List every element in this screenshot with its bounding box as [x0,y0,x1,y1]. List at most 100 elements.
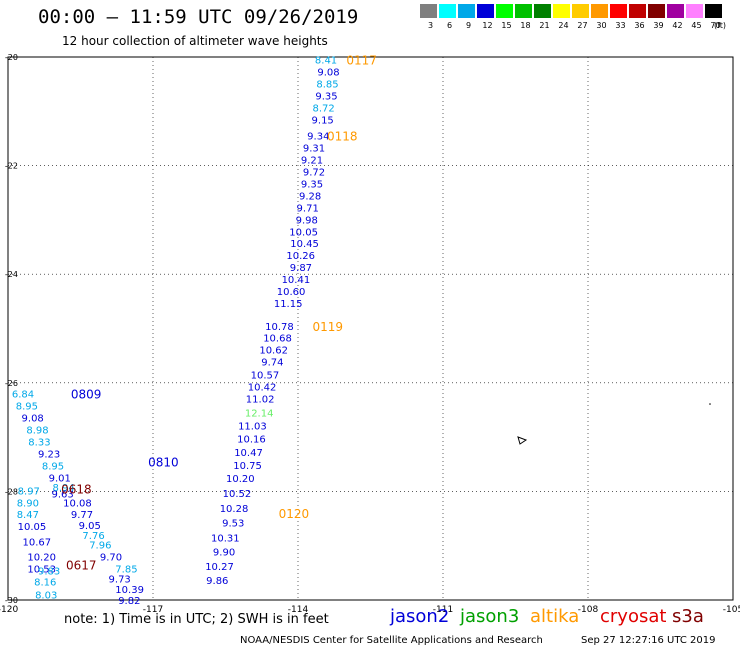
wave-height-value: 11.02 [246,395,275,406]
legend-label-9: 9 [465,21,472,30]
wave-height-value: 6.84 [12,390,34,401]
wave-height-value: 10.20 [226,474,255,485]
wave-height-value: 9.71 [297,203,319,214]
wave-height-value: 8.95 [42,461,64,472]
longitude-tick-label: -114 [288,605,309,615]
satellite-legend-jason2: jason2 [390,606,450,627]
wave-height-value: 9.53 [222,518,244,529]
legend-label-3: 3 [427,21,434,30]
wave-height-value: 9.98 [296,215,318,226]
wave-height-value: 8.95 [16,402,38,413]
generation-timestamp: Sep 27 12:27:16 UTC 2019 [581,635,716,646]
wave-height-value: 8.47 [17,510,39,521]
wave-height-value: 8.03 [35,591,57,602]
wave-height-value: 10.68 [263,334,292,345]
wave-height-value: 10.78 [265,322,294,333]
wave-height-value: 8.94 [52,483,74,494]
latitude-tick-label: -30 [5,596,18,605]
satellite-legend-jason3: jason3 [460,606,520,627]
wave-height-value: 11.15 [274,299,303,310]
legend-swatch-9 [458,4,475,18]
wave-height-value: 9.77 [71,510,93,521]
legend-swatch-33 [610,4,627,18]
legend-label-21: 21 [539,21,550,30]
wave-height-value: 9.82 [118,596,140,607]
wave-height-value: 9.90 [213,548,235,559]
wave-height-value: 9.05 [79,521,101,532]
wave-height-value: 9.08 [317,68,339,79]
legend-swatch-12 [477,4,494,18]
satellite-legend-altika: altika [530,606,580,627]
wave-height-value: 9.86 [206,576,228,587]
legend-swatch-15 [496,4,513,18]
wave-height-value: 8.85 [316,80,338,91]
wave-height-value: 9.28 [299,191,321,202]
latitude-tick-labels: -20 -22 -24 -26 -28 -30 [5,53,18,605]
legend-swatch-21 [534,4,551,18]
island-outline [517,436,528,445]
pass-time-label: 0119 [313,320,344,334]
legend-label-24: 24 [558,21,569,30]
wave-height-value: 7.96 [89,541,111,552]
wave-height-value: 9.35 [301,180,323,191]
pass-time-label: 0117 [346,54,377,68]
legend-unit-label: (ft) [714,21,727,30]
wave-height-value: 9.73 [109,574,131,585]
legend-swatch-30 [591,4,608,18]
latitude-tick-label: -26 [5,379,18,388]
wave-height-value: 10.08 [63,498,92,509]
pass-time-label: 0809 [71,388,102,402]
longitude-tick-labels: -120 -117 -114 -111 -108 -105 [0,605,740,615]
pass-time-label: 0118 [327,130,358,144]
wave-height-value: 10.67 [23,537,52,548]
wave-height-value: 10.42 [248,383,277,394]
legend-swatch-18 [515,4,532,18]
islands [517,403,711,445]
legend-label-18: 18 [520,21,531,30]
wave-height-value: 10.20 [27,553,56,564]
legend-label-30: 30 [596,21,607,30]
latitude-tick-label: -28 [5,487,18,496]
wave-height-value: 8.33 [28,437,50,448]
legend-swatch-36 [629,4,646,18]
wave-height-value: 8.97 [18,486,40,497]
legend-swatch-3 [420,4,437,18]
legend-swatch-27 [572,4,589,18]
wave-height-value: 7.85 [115,565,137,576]
legend-label-33: 33 [615,21,626,30]
wave-height-value: 9.74 [261,358,283,369]
longitude-tick-label: -117 [143,605,163,615]
wave-height-value: 10.31 [211,534,240,545]
longitude-tick-label: -108 [578,605,599,615]
graticule-grid [8,57,733,600]
legend-label-45: 45 [691,21,702,30]
longitude-tick-label: -105 [723,605,740,615]
legend-label-39: 39 [653,21,664,30]
legend-swatch-24 [553,4,570,18]
wave-height-value: 10.45 [290,239,319,250]
latitude-tick-label: -22 [5,162,18,171]
longitude-tick-label: -120 [0,605,18,615]
wave-height-value: 10.28 [220,504,249,515]
wave-height-value: 8.98 [26,425,48,436]
legend-label-6: 6 [446,21,453,30]
pass-time-label: 0617 [66,559,97,573]
legend-label-15: 15 [501,21,512,30]
legend-swatch-6 [439,4,456,18]
map-title: 00:00 – 11:59 UTC 09/26/2019 [38,6,359,28]
latitude-tick-label: -20 [5,53,18,62]
satellite-legend-s3a: s3a [672,606,704,627]
legend-label-36: 36 [634,21,645,30]
wave-height-value: 10.39 [115,585,144,596]
wave-height-value: 9.01 [49,473,71,484]
wave-height-value: 9.72 [303,168,325,179]
wave-height-value: 8.90 [17,498,39,509]
wave-height-value: 10.75 [233,461,262,472]
wave-height-value: 10.60 [277,287,306,298]
wave-height-value: 9.34 [307,132,329,143]
footer-note: note: 1) Time is in UTC; 2) SWH is in fe… [64,612,329,627]
pass-time-label: 0120 [279,507,310,521]
wave-height-value: 10.62 [259,346,288,357]
wave-height-value: 9.08 [22,414,44,425]
